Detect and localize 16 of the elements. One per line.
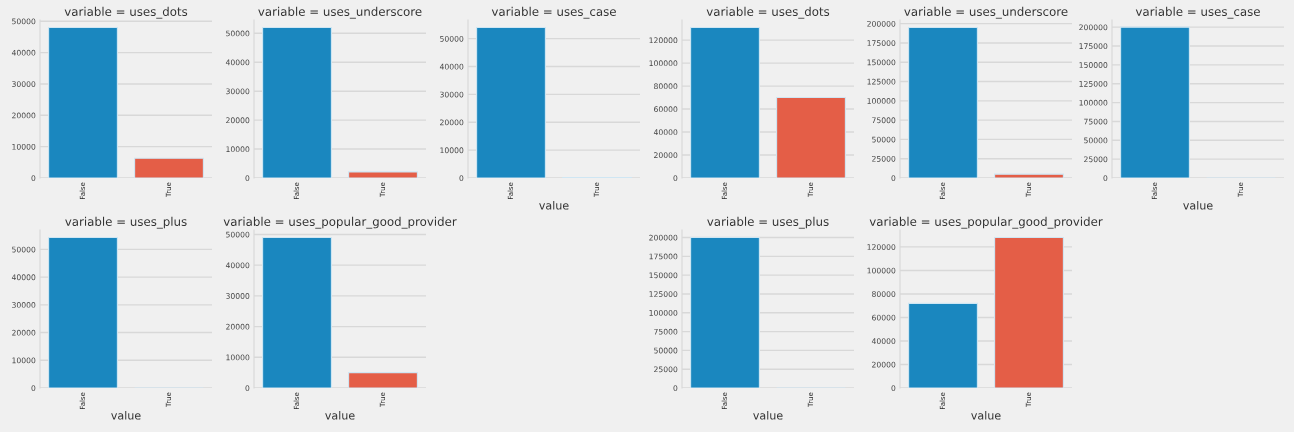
x-axis-title: value (325, 410, 355, 420)
chart-title: variable = uses_plus (707, 216, 829, 229)
chart-title: variable = uses_case (1135, 6, 1260, 19)
x-axis-title: value (1183, 200, 1213, 210)
chart-title: variable = uses_plus (65, 216, 187, 229)
x-axis-title: value (753, 410, 783, 420)
chart-title: variable = uses_case (491, 6, 616, 19)
chart-title: variable = uses_dots (706, 6, 830, 19)
x-axis-title: value (539, 200, 569, 210)
chart-title: variable = uses_popular_good_provider (223, 216, 457, 229)
chart-title: variable = uses_popular_good_provider (869, 216, 1103, 229)
chart-title: variable = uses_underscore (904, 6, 1068, 19)
x-axis-title: value (111, 410, 141, 420)
chart-title: variable = uses_dots (64, 6, 188, 19)
x-axis-title: value (971, 410, 1001, 420)
chart-title: variable = uses_underscore (258, 6, 422, 19)
